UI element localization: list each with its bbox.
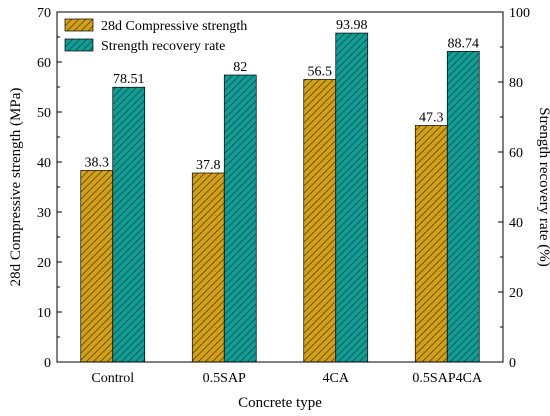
- y-axis-left-label: 28d Compressive strength (MPa): [8, 88, 24, 287]
- legend-label-compressive: 28d Compressive strength: [101, 19, 247, 34]
- x-tick-label: 4CA: [323, 371, 350, 386]
- y-left-tick-label: 60: [37, 56, 51, 71]
- bar-recovery-rate: [223, 74, 257, 363]
- data-label-recovery: 88.74: [448, 36, 480, 51]
- data-label-compressive: 56.5: [308, 65, 333, 80]
- bar-recovery-rate: [335, 32, 369, 363]
- plot-frame: [56, 11, 504, 363]
- x-tick-label: 0.5SAP4CA: [412, 371, 483, 386]
- y-left-tick-label: 10: [37, 306, 51, 321]
- y-left-tick-label: 40: [37, 156, 51, 171]
- y-left-tick-label: 20: [37, 256, 51, 271]
- y-axis-right-label: Strength recovery rate (%): [536, 107, 550, 267]
- legend: 28d Compressive strength Strength recove…: [64, 18, 247, 54]
- legend-swatch-compressive: [64, 18, 94, 32]
- bar-compressive-strength: [414, 125, 448, 363]
- y-left-tick-label: 30: [37, 206, 51, 221]
- data-label-compressive: 47.3: [419, 111, 444, 126]
- x-tick-label: Control: [91, 371, 134, 386]
- data-label-recovery: 78.51: [113, 72, 145, 87]
- data-label-compressive: 37.8: [196, 158, 221, 173]
- bar-recovery-rate: [112, 86, 146, 363]
- y-right-tick-label: 60: [509, 146, 523, 161]
- bar-compressive-strength: [80, 170, 114, 363]
- y-right-tick-label: 100: [509, 6, 530, 21]
- y-right-tick-label: 40: [509, 216, 523, 231]
- legend-swatch-recovery: [64, 38, 94, 52]
- bar-compressive-strength: [303, 79, 337, 363]
- y-right-tick-label: 80: [509, 76, 523, 91]
- y-left-tick-label: 70: [37, 6, 51, 21]
- bar-compressive-strength: [191, 172, 225, 363]
- data-label-recovery: 93.98: [336, 18, 368, 33]
- x-tick-label: 0.5SAP: [203, 371, 246, 386]
- x-axis-label: Concrete type: [238, 395, 322, 411]
- bar-recovery-rate: [446, 51, 480, 363]
- data-label-compressive: 38.3: [85, 156, 110, 171]
- y-left-tick-label: 50: [37, 106, 51, 121]
- data-label-recovery: 82: [233, 60, 247, 75]
- y-left-tick-label: 0: [44, 356, 51, 371]
- y-right-tick-label: 20: [509, 286, 523, 301]
- legend-label-recovery: Strength recovery rate: [101, 39, 225, 54]
- y-right-tick-label: 0: [509, 356, 516, 371]
